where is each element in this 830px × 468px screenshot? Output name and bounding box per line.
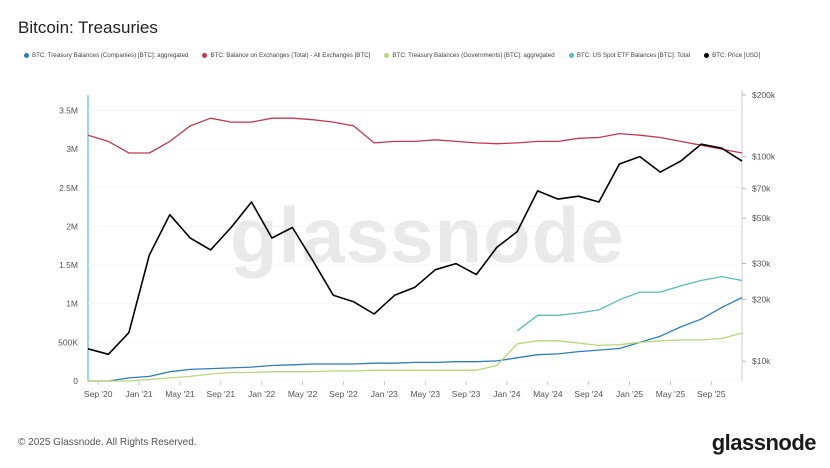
x-tick-label: May '23: [410, 389, 440, 399]
x-tick-label: Jan '22: [248, 389, 275, 399]
x-tick-label: May '22: [288, 389, 318, 399]
series-line-etf: [516, 275, 743, 332]
chart-title: Bitcoin: Treasuries: [18, 18, 158, 37]
legend-dot-governments: [384, 53, 390, 58]
legend-label-companies: BTC: Treasury Balances (Companies) [BTC]…: [32, 52, 189, 59]
legend-label-etf: BTC: US Spot ETF Balances [BTC]: Total: [576, 52, 691, 59]
brand-logo: glassnode: [711, 430, 817, 455]
x-tick-label: May '25: [656, 389, 686, 399]
legend-item-companies[interactable]: BTC: Treasury Balances (Companies) [BTC]…: [24, 52, 188, 59]
legend-label-price: BTC: Price [USD]: [712, 52, 761, 59]
x-tick-label: Jan '21: [126, 389, 153, 399]
legend-item-etf[interactable]: BTC: US Spot ETF Balances [BTC]: Total: [568, 52, 691, 59]
y-tick-right-label: $20k: [752, 295, 771, 305]
y-tick-left-label: 2.5M: [59, 183, 78, 193]
y-tick-right-label: $30k: [752, 259, 771, 269]
copyright-footer: © 2025 Glassnode. All Rights Reserved.: [18, 437, 197, 448]
y-tick-left-label: 1.5M: [59, 260, 78, 270]
y-tick-right-label: $50k: [752, 213, 771, 223]
x-tick-label: May '21: [165, 389, 195, 399]
x-tick-label: May '24: [533, 389, 563, 399]
series-line-companies: [88, 296, 743, 382]
y-tick-left-label: 3.5M: [59, 105, 78, 115]
x-tick-label: Sep '24: [574, 389, 603, 399]
y-tick-left-label: 500K: [58, 337, 78, 347]
legend-dot-companies: [24, 53, 29, 58]
x-tick-label: Sep '20: [84, 389, 113, 399]
y-tick-right-label: $10k: [752, 356, 771, 366]
x-tick-label: Sep '22: [329, 389, 358, 399]
legend-dot-etf: [568, 53, 574, 58]
chart-legend: BTC: Treasury Balances (Companies) [BTC]…: [24, 52, 760, 59]
y-tick-right-label: $200k: [752, 90, 776, 100]
legend-label-exchanges: BTC: Balance on Exchanges (Total) - All …: [210, 52, 371, 59]
x-tick-label: Sep '25: [697, 389, 726, 399]
legend-item-exchanges[interactable]: BTC: Balance on Exchanges (Total) - All …: [202, 52, 370, 59]
x-tick-label: Jan '23: [371, 389, 398, 399]
x-tick-label: Sep '23: [452, 389, 481, 399]
x-tick-label: Sep '21: [207, 389, 236, 399]
legend-label-governments: BTC: Treasury Balances (Governments) [BT…: [392, 52, 555, 59]
x-tick-label: Jan '25: [616, 389, 643, 399]
y-tick-right-label: $100k: [752, 152, 776, 162]
x-tick-label: Jan '24: [493, 389, 520, 399]
legend-item-governments[interactable]: BTC: Treasury Balances (Governments) [BT…: [384, 52, 555, 59]
legend-item-price[interactable]: BTC: Price [USD]: [704, 52, 760, 59]
series-line-price: [87, 143, 743, 356]
y-tick-left-label: 0: [73, 376, 78, 386]
y-tick-left-label: 2M: [66, 221, 78, 231]
y-tick-left-label: 1M: [66, 299, 78, 309]
y-tick-left-label: 3M: [66, 144, 78, 154]
series-line-exchanges: [87, 117, 743, 154]
legend-dot-price: [704, 53, 710, 58]
watermark-logo: glassnode: [230, 191, 625, 279]
y-tick-right-label: $70k: [752, 183, 771, 193]
legend-dot-exchanges: [202, 53, 208, 58]
series-line-governments: [88, 332, 743, 382]
